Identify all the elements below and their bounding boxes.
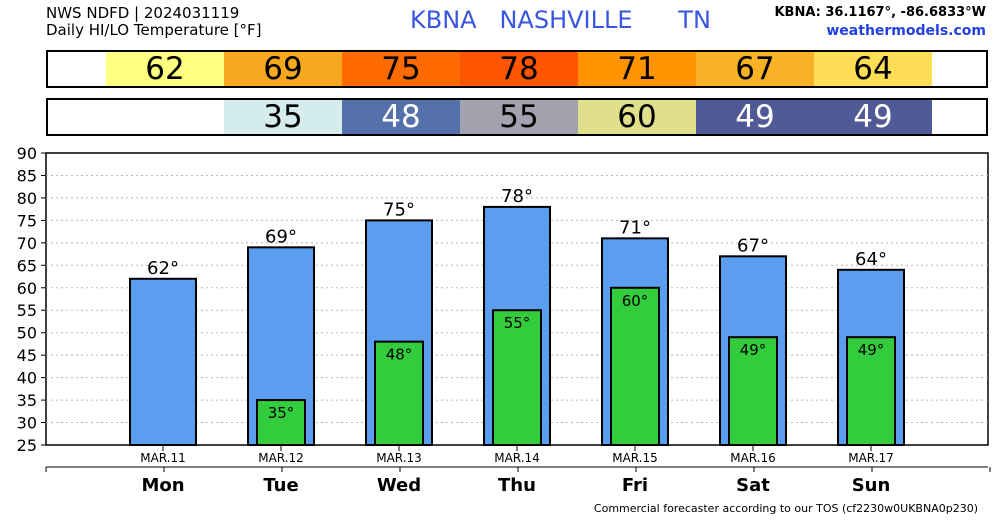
y-tick-label: 40 [17, 369, 37, 388]
high-temp-cell: 71 [578, 52, 696, 87]
y-tick-label: 25 [17, 436, 37, 455]
station-title: KBNA NASHVILLE TN [410, 6, 711, 34]
high-temp-label: 78° [501, 186, 533, 207]
high-temp-cell: 75 [342, 52, 460, 87]
low-temp-cell: 35 [224, 100, 342, 135]
low-temp-label: 55° [504, 314, 531, 332]
low-temp-label: 60° [622, 292, 649, 310]
high-temp-label: 75° [383, 199, 415, 220]
day-label: Tue [263, 475, 298, 496]
y-tick-label: 35 [17, 391, 37, 410]
day-label: Thu [498, 475, 536, 496]
y-tick-label: 90 [17, 144, 37, 163]
temperature-chart: 25 30 35 40 45 50 55 60 65 70 75 80 85 90 62° 69° 35° 75… [17, 144, 991, 496]
low-temp-label: 35° [268, 404, 295, 422]
date-label: MAR.16 [730, 451, 776, 465]
station-coordinates: KBNA: 36.1167°, -86.6833°W [774, 5, 986, 20]
x-axis: MAR.11 Mon MAR.12 Tue MAR.13 Wed MAR.14 Thu MAR.… [45, 445, 991, 496]
high-temp-cell: 67 [696, 52, 814, 87]
date-label: MAR.14 [494, 451, 540, 465]
low-temp-cell: 60 [578, 100, 696, 135]
high-temperature-strip: 62 69 75 78 71 67 64 [46, 50, 988, 88]
high-temp-cell: 69 [224, 52, 342, 87]
high-temp-cell: 64 [814, 52, 932, 87]
y-tick-label: 55 [17, 301, 37, 320]
date-label: MAR.12 [258, 451, 304, 465]
day-label: Mon [141, 475, 184, 496]
y-tick-label: 70 [17, 234, 37, 253]
y-axis-ticks: 25 30 35 40 45 50 55 60 65 70 75 80 85 90 [17, 144, 46, 455]
high-temp-label: 64° [855, 249, 887, 270]
low-temp-bar [610, 286, 660, 446]
bars: 62° 69° 35° 75° 48° 78° 55° 71° 60° 67° 49° 64° 49° [129, 186, 905, 447]
y-tick-label: 85 [17, 166, 37, 185]
footer-note: Commercial forecaster according to our T… [593, 502, 978, 515]
low-temp-bar [374, 340, 424, 446]
day-label: Sun [852, 475, 891, 496]
low-temp-cell: 48 [342, 100, 460, 135]
high-temp-bar [129, 277, 197, 446]
low-temperature-strip: 35 48 55 60 49 49 [46, 98, 988, 136]
high-temp-cell: 78 [460, 52, 578, 87]
high-temp-label: 67° [737, 235, 769, 256]
high-temp-label: 71° [619, 217, 651, 238]
low-temp-cell: 49 [696, 100, 814, 135]
y-tick-label: 45 [17, 346, 37, 365]
day-label: Fri [622, 475, 648, 496]
date-label: MAR.13 [376, 451, 422, 465]
low-temp-cell: 55 [460, 100, 578, 135]
day-label: Sat [736, 475, 770, 496]
date-label: MAR.17 [848, 451, 894, 465]
site-link[interactable]: weathermodels.com [826, 23, 986, 39]
y-tick-label: 30 [17, 414, 37, 433]
y-tick-label: 80 [17, 189, 37, 208]
high-temp-label: 62° [147, 258, 179, 279]
low-temp-bar [728, 336, 778, 446]
product-title: NWS NDFD | 2024031119 [46, 4, 240, 22]
low-temp-bar [846, 336, 896, 446]
date-label: MAR.11 [140, 451, 186, 465]
day-label: Wed [377, 475, 421, 496]
high-temp-cell: 62 [106, 52, 224, 87]
low-temp-label: 49° [858, 341, 885, 359]
low-temp-label: 49° [740, 341, 767, 359]
y-tick-label: 75 [17, 211, 37, 230]
low-temp-label: 48° [386, 346, 413, 364]
y-tick-label: 50 [17, 324, 37, 343]
high-temp-label: 69° [265, 226, 297, 247]
low-temp-bar [492, 309, 542, 446]
y-tick-label: 60 [17, 279, 37, 298]
product-subtitle: Daily HI/LO Temperature [°F] [46, 21, 262, 39]
date-label: MAR.15 [612, 451, 658, 465]
low-temp-cell: 49 [814, 100, 932, 135]
y-tick-label: 65 [17, 256, 37, 275]
